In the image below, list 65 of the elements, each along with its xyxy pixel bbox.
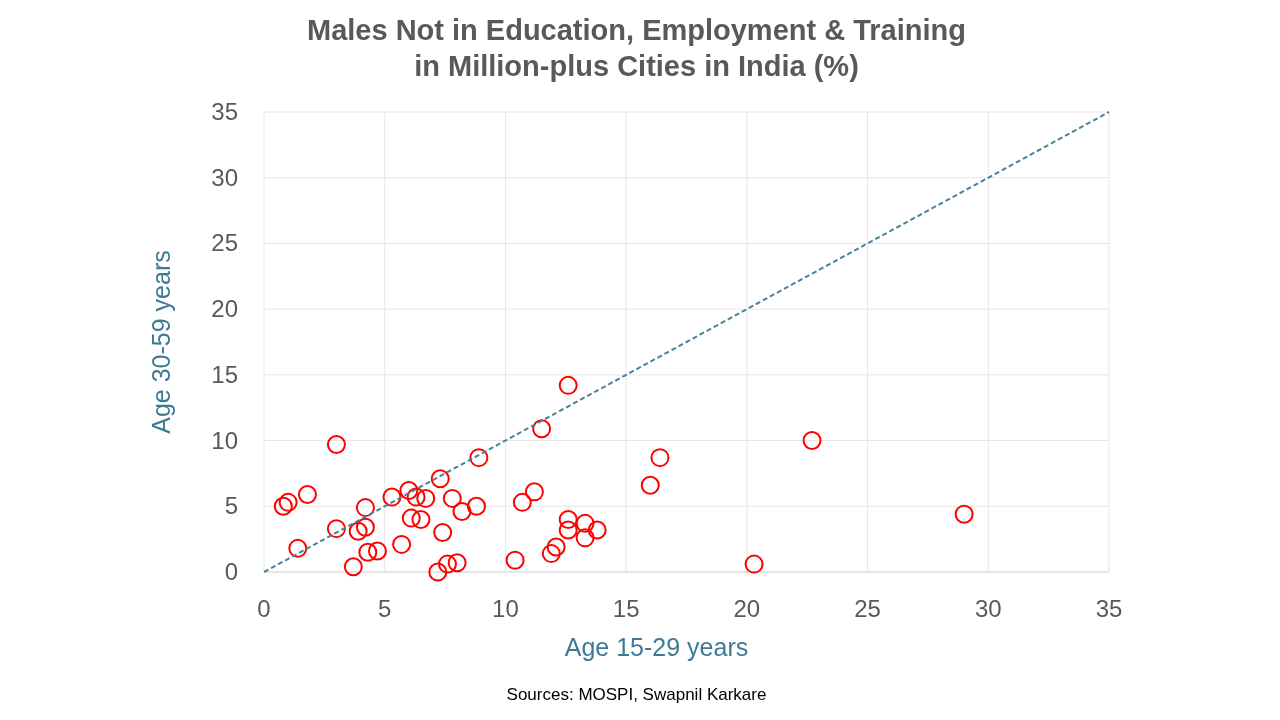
x-tick-label: 15 [612, 595, 640, 622]
point [447, 553, 467, 573]
point [524, 482, 544, 502]
point [541, 544, 561, 564]
chart-title: Males Not in Education, Employment & Training in Million-plus Cities in India (%) [306, 14, 967, 82]
point [355, 517, 375, 537]
point [744, 554, 764, 574]
point [288, 538, 308, 558]
point [558, 520, 578, 540]
point [587, 520, 607, 540]
point [575, 513, 595, 533]
point [416, 488, 436, 508]
point [430, 469, 450, 489]
point [437, 554, 457, 574]
point [802, 431, 822, 451]
y-tick-label: 0 [224, 558, 238, 585]
point [406, 487, 426, 507]
point [348, 521, 368, 541]
point [452, 502, 472, 522]
x-tick-label: 20 [733, 595, 761, 622]
point [442, 488, 462, 508]
point [532, 419, 552, 439]
point [355, 498, 375, 518]
x-tick-label: 25 [854, 595, 881, 622]
y-tick-label: 35 [211, 98, 238, 125]
x-tick-label: 10 [492, 595, 519, 622]
point [411, 509, 431, 529]
y-tick-label: 5 [224, 492, 238, 520]
point [343, 557, 363, 577]
x-axis-title: Age 15-29 years [564, 633, 749, 661]
point [278, 492, 298, 512]
point [273, 496, 293, 516]
x-tick-label: 35 [1095, 595, 1123, 622]
x-tick-label: 5 [378, 595, 392, 622]
point [367, 541, 387, 561]
y-tick-label: 10 [211, 426, 238, 454]
source-note: Sources: MOSPI, Swapnil Karkare [506, 685, 767, 704]
point [399, 481, 419, 501]
point [392, 534, 412, 554]
point [512, 492, 532, 512]
point [469, 448, 489, 468]
y-tick-label: 15 [211, 360, 238, 388]
y-tick-label: 25 [211, 229, 238, 257]
point [466, 496, 486, 516]
point [382, 487, 402, 507]
point [428, 562, 448, 582]
x-tick-label: 30 [974, 595, 1002, 622]
point [505, 550, 525, 570]
point [326, 435, 346, 455]
y-axis-title: Age 30-59 years [147, 250, 175, 434]
point [297, 484, 317, 504]
point [358, 542, 378, 562]
point [433, 523, 453, 543]
y-tick-label: 30 [211, 163, 238, 191]
point [326, 519, 346, 539]
x-tick-label: 0 [257, 595, 271, 622]
point [558, 509, 578, 529]
point [558, 375, 578, 395]
point [401, 508, 421, 528]
point [575, 528, 595, 548]
y-tick-label: 20 [211, 295, 238, 323]
point [640, 475, 660, 495]
point [954, 504, 974, 524]
point [650, 448, 670, 468]
point [546, 537, 566, 557]
